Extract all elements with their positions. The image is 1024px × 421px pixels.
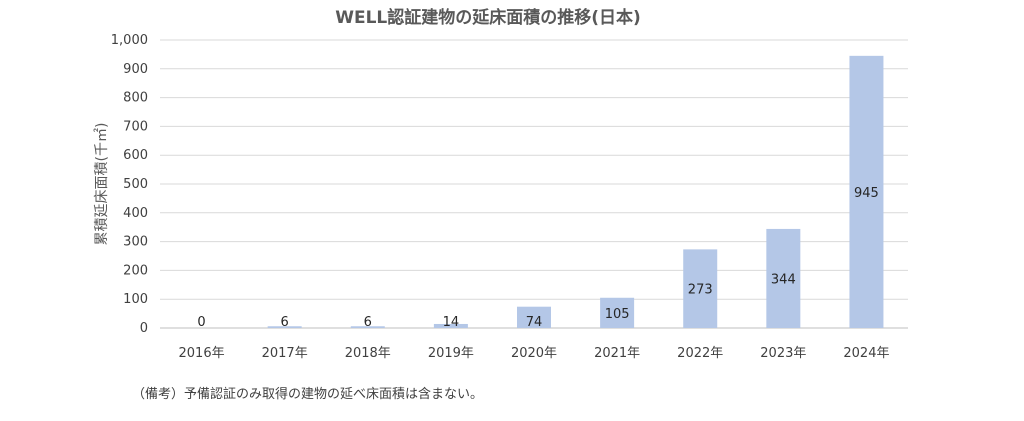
data-label: 0 xyxy=(197,315,205,330)
data-label: 6 xyxy=(281,315,289,330)
x-tick-label: 2021年 xyxy=(594,346,640,361)
x-tick-label: 2023年 xyxy=(760,346,806,361)
y-tick-label: 0 xyxy=(140,321,148,336)
data-label: 105 xyxy=(605,307,630,322)
y-tick-label: 800 xyxy=(123,91,148,106)
chart-title: WELL認証建物の延床面積の推移(日本) xyxy=(335,7,641,28)
y-tick-label: 400 xyxy=(123,206,148,221)
bar xyxy=(267,326,302,328)
bar xyxy=(350,326,385,328)
footnote: （備考）予備認証のみ取得の建物の延べ床面積は含まない。 xyxy=(132,387,484,402)
y-tick-label: 200 xyxy=(123,263,148,278)
y-tick-label: 900 xyxy=(123,62,148,77)
data-label: 6 xyxy=(364,315,372,330)
data-labels: 0 6 6 14 74 105 273 344 945 xyxy=(197,186,878,330)
y-tick-label: 100 xyxy=(123,292,148,307)
x-tick-label: 2016年 xyxy=(179,346,225,361)
data-label: 14 xyxy=(443,315,460,330)
y-tick-label: 300 xyxy=(123,235,148,250)
x-tick-label: 2022年 xyxy=(677,346,723,361)
bar xyxy=(766,228,801,328)
y-tick-label: 500 xyxy=(123,177,148,192)
x-tick-label: 2018年 xyxy=(345,346,391,361)
x-tick-label: 2017年 xyxy=(262,346,308,361)
bar xyxy=(433,323,468,328)
x-tick-label: 2024年 xyxy=(843,346,889,361)
bar xyxy=(849,55,884,329)
bar xyxy=(600,297,635,328)
y-tick-label: 700 xyxy=(123,119,148,134)
data-label: 344 xyxy=(771,272,796,287)
y-axis-ticks: 0 100 200 300 400 500 600 700 800 900 1,000 xyxy=(111,33,148,336)
data-label: 74 xyxy=(526,315,543,330)
y-tick-label: 600 xyxy=(123,148,148,163)
x-tick-label: 2020年 xyxy=(511,346,557,361)
x-tick-label: 2019年 xyxy=(428,346,474,361)
gridlines xyxy=(160,39,908,329)
y-axis-label: 累積延床面積(千㎡) xyxy=(94,123,110,246)
bar xyxy=(683,249,718,328)
bars xyxy=(267,55,884,329)
x-axis-ticks: 2016年 2017年 2018年 2019年 2020年 2021年 2022年 2023年… xyxy=(179,346,890,361)
data-label: 273 xyxy=(688,283,713,298)
bar xyxy=(517,306,551,328)
y-tick-label: 1,000 xyxy=(111,33,148,48)
data-label: 945 xyxy=(854,186,879,201)
